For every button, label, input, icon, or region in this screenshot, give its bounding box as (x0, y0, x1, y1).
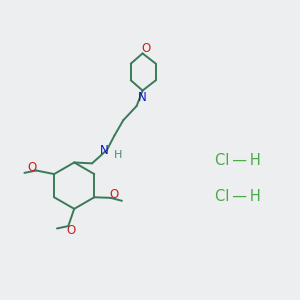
Text: O: O (28, 161, 37, 174)
Text: O: O (141, 42, 150, 55)
Text: O: O (66, 224, 75, 237)
Text: H: H (114, 150, 122, 160)
Text: O: O (110, 188, 119, 201)
Text: N: N (100, 143, 108, 157)
Text: N: N (138, 91, 147, 103)
Text: Cl — H: Cl — H (215, 153, 261, 168)
Text: Cl — H: Cl — H (215, 189, 261, 204)
